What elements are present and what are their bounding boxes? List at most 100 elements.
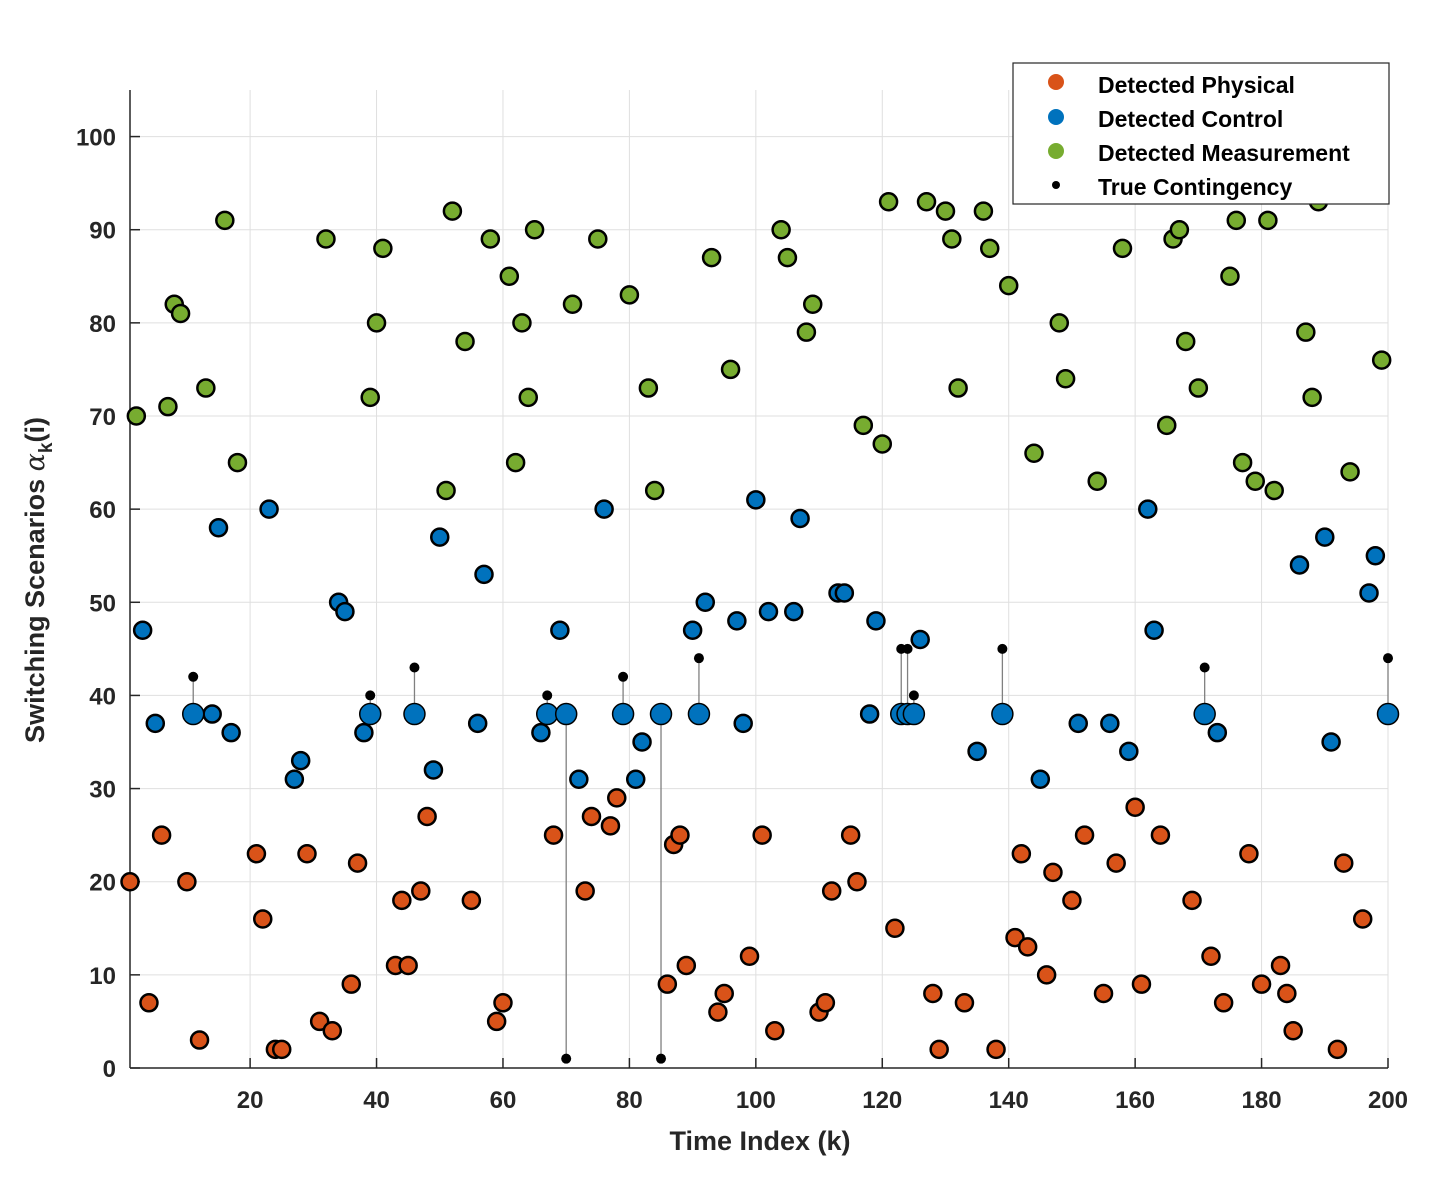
physical-point-28 <box>657 974 678 994</box>
legend-marker-physical <box>1048 74 1064 90</box>
physical-point-52 <box>1062 890 1082 911</box>
y-tick-label-100: 100 <box>76 125 116 152</box>
measurement-point-29 <box>777 247 798 268</box>
measurement-point-58 <box>1296 322 1316 342</box>
control-point-26 <box>746 490 766 510</box>
measurement-points <box>126 192 1392 501</box>
measurement-point-21 <box>562 294 583 314</box>
physical-point-60 <box>1201 946 1221 966</box>
x-tick-label-140: 140 <box>989 1087 1029 1114</box>
physical-point-16 <box>392 890 412 911</box>
true-contingency-point-7 <box>656 1053 667 1064</box>
measurement-point-54 <box>1232 452 1253 473</box>
x-tick-label-20: 20 <box>237 1087 264 1114</box>
plot-background <box>130 90 1388 1068</box>
x-tick-labels: 20 40 60 80 100 120 140 160 180 200 <box>237 1087 1408 1114</box>
measurement-point-50 <box>1175 331 1196 352</box>
physical-point-54 <box>1093 983 1114 1004</box>
x-tick-label-60: 60 <box>490 1087 517 1114</box>
control-point-36 <box>1030 769 1051 790</box>
control-point-11 <box>354 722 374 743</box>
physical-point-63 <box>1251 974 1272 994</box>
measurement-point-39 <box>973 201 994 221</box>
physical-point-10 <box>297 844 317 864</box>
measurement-point-10 <box>366 313 387 333</box>
legend-label-control: Detected Control <box>1098 106 1283 132</box>
measurement-point-25 <box>644 480 665 501</box>
control-point-41 <box>1144 620 1164 640</box>
control-point-18 <box>569 769 589 790</box>
physical-point-68 <box>1333 853 1354 873</box>
physical-point-13 <box>341 974 362 994</box>
measurement-point-22 <box>588 229 608 249</box>
true-contingency-point-10 <box>902 643 913 654</box>
physical-point-23 <box>543 825 564 845</box>
y-axis-label-tail: (i) <box>20 417 50 442</box>
measurement-point-49 <box>1169 219 1190 240</box>
true-contingency-point-12 <box>997 643 1008 654</box>
highlighted-control-point-6 <box>611 702 635 726</box>
physical-point-53 <box>1074 825 1095 845</box>
control-point-8 <box>290 750 311 771</box>
physical-point-30 <box>670 825 690 845</box>
true-contingency-point-14 <box>1383 653 1393 664</box>
y-tick-label-40: 40 <box>89 683 116 710</box>
control-point-6 <box>259 499 279 519</box>
control-point-19 <box>594 499 614 519</box>
control-point-14 <box>467 713 488 734</box>
true-contingency-points <box>188 643 1393 1064</box>
physical-point-17 <box>398 955 418 976</box>
highlighted-control-point-14 <box>1376 702 1400 726</box>
measurement-point-27 <box>720 359 741 380</box>
control-point-2 <box>145 713 166 734</box>
y-tick-label-0: 0 <box>103 1056 116 1083</box>
legend-marker-measurement <box>1048 143 1064 159</box>
control-point-35 <box>967 741 987 762</box>
highlighted-control-point-2 <box>358 702 382 726</box>
measurement-point-53 <box>1226 210 1247 231</box>
measurement-point-23 <box>619 285 640 305</box>
highlighted-control-points <box>181 702 1400 726</box>
measurement-point-4 <box>170 303 191 324</box>
measurement-point-2 <box>158 396 178 417</box>
control-point-21 <box>632 732 652 752</box>
physical-point-14 <box>347 853 368 873</box>
measurement-point-19 <box>518 387 539 408</box>
control-point-12 <box>423 760 444 780</box>
y-tick-label-10: 10 <box>89 963 116 990</box>
control-point-13 <box>430 527 450 547</box>
control-point-38 <box>1100 713 1120 734</box>
physical-point-51 <box>1043 862 1063 883</box>
physical-point-44 <box>929 1039 949 1060</box>
measurement-point-37 <box>942 229 962 249</box>
physical-point-59 <box>1182 890 1202 911</box>
x-tick-label-80: 80 <box>616 1087 643 1114</box>
highlighted-control-point-7 <box>649 702 673 726</box>
measurement-point-62 <box>1371 350 1392 370</box>
measurement-point-20 <box>524 219 545 240</box>
x-tick-label-40: 40 <box>363 1087 390 1114</box>
physical-point-34 <box>739 946 760 966</box>
physical-point-66 <box>1283 1020 1303 1041</box>
control-point-43 <box>1289 555 1310 575</box>
legend: Detected Physical Detected Control Detec… <box>1012 62 1390 205</box>
measurement-point-28 <box>771 219 791 240</box>
x-tick-label-100: 100 <box>736 1087 776 1114</box>
y-tick-label-60: 60 <box>89 497 116 524</box>
measurement-point-16 <box>499 266 520 287</box>
measurement-point-51 <box>1188 378 1209 398</box>
physical-point-1 <box>120 871 140 892</box>
control-point-27 <box>758 601 779 622</box>
physical-point-62 <box>1239 844 1259 864</box>
x-axis-label: Time Index (k) <box>669 1126 850 1156</box>
true-contingency-point-2 <box>365 690 376 701</box>
physical-point-7 <box>253 909 273 929</box>
control-point-24 <box>727 611 747 631</box>
physical-point-57 <box>1131 974 1152 994</box>
measurement-point-57 <box>1264 480 1284 501</box>
control-point-40 <box>1138 499 1158 519</box>
physical-point-32 <box>708 1002 728 1022</box>
measurement-point-17 <box>505 452 526 473</box>
measurement-point-46 <box>1112 238 1133 259</box>
